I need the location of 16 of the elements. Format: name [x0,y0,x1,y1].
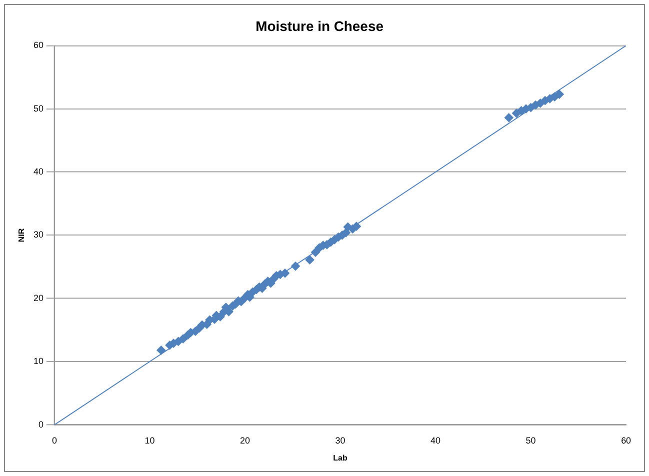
x-tick-label: 50 [526,436,536,446]
x-tick-label: 40 [430,436,441,446]
x-tick-label: 10 [144,436,155,446]
chart-title: Moisture in Cheese [256,18,384,34]
y-tick-label: 40 [34,166,44,176]
y-tick-label: 60 [34,40,44,50]
x-tick-label: 0 [52,436,57,446]
y-tick-label: 30 [34,230,44,240]
y-tick-label: 20 [34,292,44,303]
x-tick-label: 30 [335,436,346,446]
y-tick-label: 0 [38,419,44,430]
x-tick-label: 60 [621,436,632,446]
x-tick-label: 20 [240,436,250,446]
y-axis-title: NIR [16,228,26,242]
y-tick-label: 10 [34,356,44,366]
y-tick-label: 50 [34,103,44,114]
